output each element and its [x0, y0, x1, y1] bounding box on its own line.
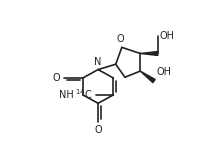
Polygon shape: [140, 51, 158, 56]
Text: O: O: [94, 125, 102, 135]
Text: OH: OH: [156, 67, 171, 77]
Text: O: O: [117, 34, 124, 44]
Text: OH: OH: [159, 31, 174, 41]
Text: NH: NH: [59, 90, 74, 100]
Text: O: O: [52, 73, 60, 83]
Polygon shape: [140, 71, 155, 83]
Text: N: N: [94, 57, 101, 67]
Text: $^{14}$C: $^{14}$C: [75, 87, 92, 101]
